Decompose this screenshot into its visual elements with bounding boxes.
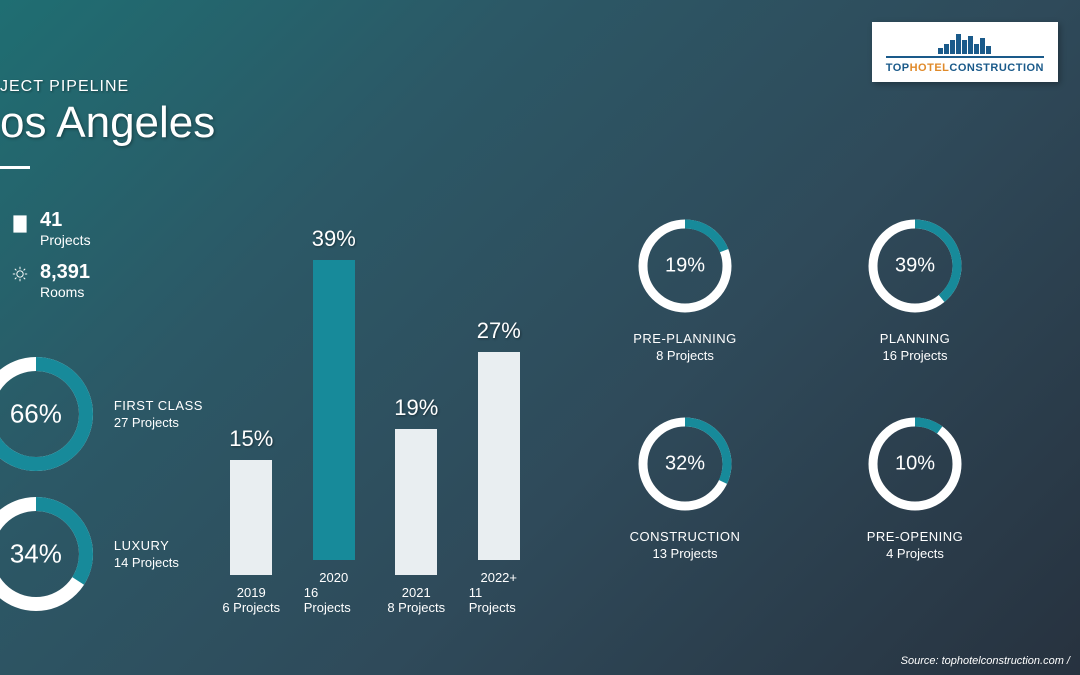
status-donut-sub: 16 Projects	[882, 348, 947, 363]
bar-year-label: 2020	[319, 570, 348, 585]
status-donut-sub: 13 Projects	[652, 546, 717, 561]
class-donut-0: 66% FIRST CLASS 27 Projects	[0, 350, 100, 478]
page-header: JECT PIPELINE os Angeles	[0, 78, 215, 174]
status-donut-3: 10% PRE-OPENING 4 Projects	[830, 413, 1000, 561]
bar-sub-label: 16 Projects	[304, 585, 364, 615]
status-donut-pct: 32%	[665, 453, 705, 476]
status-donut-pct: 10%	[895, 453, 935, 476]
bar-2020: 39% 2020 16 Projects	[304, 226, 364, 615]
sun-icon	[10, 266, 30, 282]
bar-2019: 15% 2019 6 Projects	[221, 426, 281, 615]
page-subtitle: JECT PIPELINE	[0, 78, 215, 96]
building-icon	[10, 214, 30, 234]
bar-rect	[313, 260, 355, 560]
bar-2021: 19% 2021 8 Projects	[386, 395, 446, 615]
status-donut-title: PLANNING	[880, 331, 950, 346]
rooms-value: 8,391	[40, 262, 90, 282]
bar-sub-label: 6 Projects	[222, 600, 280, 615]
class-donut-pct: 66%	[10, 399, 62, 430]
class-donut-title: LUXURY	[114, 538, 179, 553]
brand-text-top: TOP	[886, 62, 910, 74]
class-donut-title: FIRST CLASS	[114, 398, 203, 413]
class-donut-label: LUXURY 14 Projects	[114, 538, 179, 570]
source-text: Source: tophotelconstruction.com /	[901, 655, 1070, 667]
title-divider	[0, 166, 30, 169]
status-donut-pct: 39%	[895, 255, 935, 278]
class-donut-1: 34% LUXURY 14 Projects	[0, 490, 100, 618]
class-donut-sub: 14 Projects	[114, 555, 179, 570]
bar-pct-label: 19%	[394, 395, 438, 421]
bar-pct-label: 27%	[477, 318, 521, 344]
stat-projects: 41 Projects	[10, 210, 91, 248]
projects-label: Projects	[40, 232, 91, 248]
year-bar-chart: 15% 2019 6 Projects 39% 2020 16 Projects…	[210, 235, 540, 615]
status-donut-sub: 4 Projects	[886, 546, 944, 561]
bar-sub-label: 8 Projects	[387, 600, 445, 615]
page-title: os Angeles	[0, 98, 215, 148]
status-donut-sub: 8 Projects	[656, 348, 714, 363]
stat-rooms: 8,391 Rooms	[10, 262, 91, 300]
status-donut-title: PRE-PLANNING	[633, 331, 737, 346]
brand-text-construction: CONSTRUCTION	[949, 62, 1044, 74]
status-donut-title: PRE-OPENING	[867, 529, 964, 544]
summary-stats: 41 Projects 8,391 Rooms	[10, 210, 91, 314]
bar-2022+: 27% 2022+ 11 Projects	[469, 318, 529, 615]
bar-sub-label: 11 Projects	[469, 585, 529, 615]
bar-pct-label: 15%	[229, 426, 273, 452]
status-donut-2: 32% CONSTRUCTION 13 Projects	[600, 413, 770, 561]
status-donut-pct: 19%	[665, 255, 705, 278]
brand-logo: TOPHOTELCONSTRUCTION	[872, 22, 1058, 82]
class-donut-sub: 27 Projects	[114, 415, 203, 430]
rooms-label: Rooms	[40, 284, 90, 300]
class-donut-label: FIRST CLASS 27 Projects	[114, 398, 203, 430]
status-donut-0: 19% PRE-PLANNING 8 Projects	[600, 215, 770, 363]
bar-year-label: 2019	[237, 585, 266, 600]
class-donut-pct: 34%	[10, 539, 62, 570]
status-donut-title: CONSTRUCTION	[630, 529, 741, 544]
bar-pct-label: 39%	[312, 226, 356, 252]
projects-value: 41	[40, 210, 91, 230]
brand-text-hotel: HOTEL	[910, 62, 950, 74]
bar-year-label: 2022+	[480, 570, 517, 585]
bar-year-label: 2021	[402, 585, 431, 600]
bar-rect	[395, 429, 437, 575]
bar-rect	[230, 460, 272, 575]
bar-rect	[478, 352, 520, 560]
status-donut-1: 39% PLANNING 16 Projects	[830, 215, 1000, 363]
status-donut-grid: 19% PRE-PLANNING 8 Projects 39% PLANNING…	[600, 215, 1000, 561]
skyline-icon	[886, 32, 1044, 54]
